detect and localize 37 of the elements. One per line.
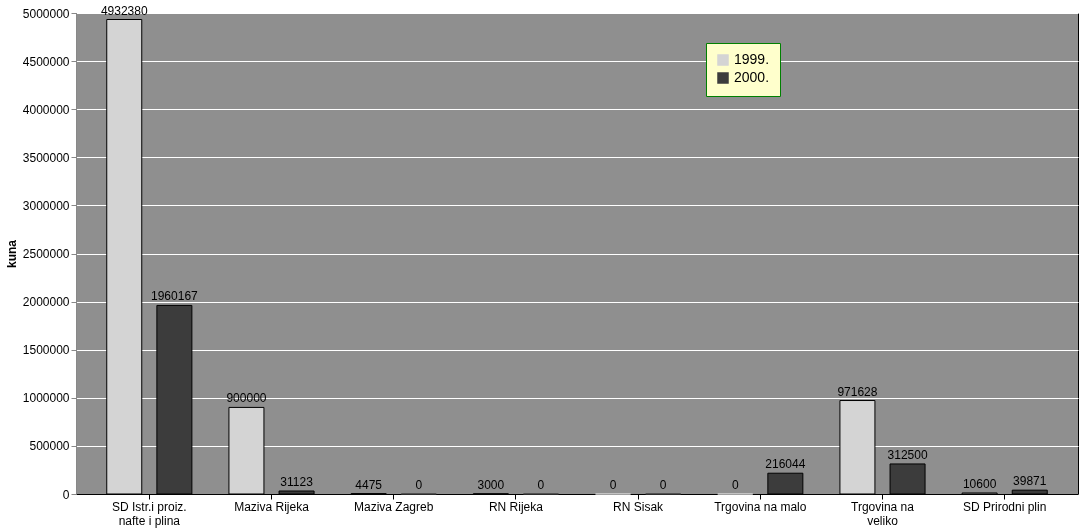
x-tick-label: Trgovina na malo xyxy=(714,499,807,514)
x-tick-label: SD Istr.i proiz. nafte i plina xyxy=(111,499,187,528)
data-label: 10600 xyxy=(962,476,997,491)
x-tick-label: Maziva Zagreb xyxy=(354,499,434,514)
data-label: 39871 xyxy=(1013,474,1047,489)
data-label: 0 xyxy=(731,478,739,492)
y-tick-label: 3000000 xyxy=(22,198,70,213)
x-tick-label: SD Prirodni plin xyxy=(963,499,1047,514)
data-label: 31123 xyxy=(280,475,314,490)
y-tick-label: 3500000 xyxy=(22,150,70,165)
y-tick-label: 1500000 xyxy=(22,343,70,358)
x-tick-label: Trgovina na veliko xyxy=(851,499,915,528)
x-tick-label: RN Sisak xyxy=(613,499,665,514)
data-label: 1960167 xyxy=(151,289,199,304)
y-tick-label: 4500000 xyxy=(22,54,70,69)
y-tick-label: 0 xyxy=(62,487,70,502)
y-tick-label: 2000000 xyxy=(22,295,70,310)
y-axis-title: kuna xyxy=(4,239,19,269)
data-label: 971628 xyxy=(837,384,878,399)
y-tick-label: 1000000 xyxy=(22,391,70,406)
data-label: 3000 xyxy=(477,477,505,492)
data-label: 4475 xyxy=(355,477,383,492)
y-tick-label: 5000000 xyxy=(22,6,70,21)
y-tick-label: 2500000 xyxy=(22,247,70,261)
x-tick-label: RN Rijeka xyxy=(488,499,544,514)
y-tick-label: 500000 xyxy=(29,439,70,454)
data-label: 312500 xyxy=(887,447,928,462)
data-label: 216044 xyxy=(765,457,806,472)
data-label: 4932380 xyxy=(100,3,148,18)
data-label: 0 xyxy=(537,478,545,492)
legend-label: 1999. xyxy=(734,51,770,67)
data-label: 0 xyxy=(415,478,423,492)
legend-label: 2000. xyxy=(734,69,770,85)
data-label: 0 xyxy=(609,478,617,492)
x-tick-label: Maziva Rijeka xyxy=(234,499,310,514)
y-tick-label: 4000000 xyxy=(22,102,70,117)
data-label: 0 xyxy=(659,478,667,492)
